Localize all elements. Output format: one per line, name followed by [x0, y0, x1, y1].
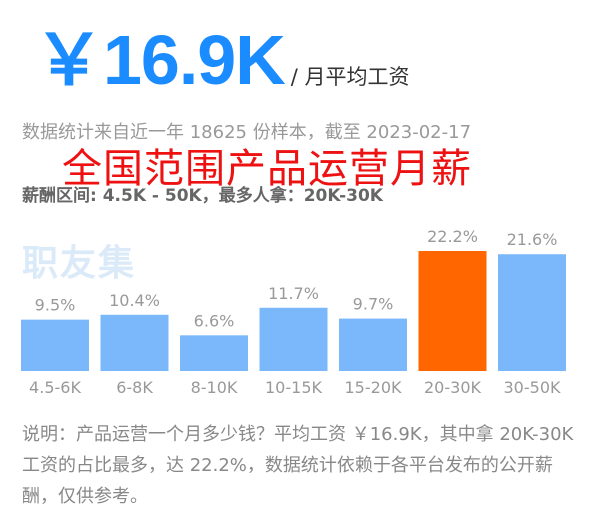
description-text: 说明：产品运营一个月多少钱？平均工资 ￥16.9K，其中拿 20K-30K 工资…	[22, 424, 574, 507]
salary-range-summary: 薪酬区间: 4.5K - 50K，最多人拿：20K-30K	[22, 186, 383, 206]
bar-value-label: 21.6%	[507, 230, 558, 249]
bar-30-50K	[498, 254, 566, 371]
bar-10-15K	[259, 307, 328, 371]
salary-headline: ￥16.9K / 月平均工资	[34, 20, 410, 100]
category-label: 30-50K	[504, 378, 561, 397]
bar-value-label: 6.6%	[194, 311, 235, 330]
bar-4.5-6K	[21, 319, 89, 371]
data-source-note: 数据统计来自近一年 18625 份样本，截至 2023-02-17	[22, 122, 472, 143]
bar-value-label: 22.2%	[427, 227, 478, 246]
bar-value-label: 9.5%	[35, 296, 76, 315]
category-label: 15-20K	[345, 378, 402, 397]
bar-20-30K	[418, 251, 487, 371]
overlay-title: 全国范围产品运营月薪	[62, 146, 472, 192]
bar-value-label: 9.7%	[353, 295, 394, 314]
bar-8-10K	[180, 335, 248, 371]
average-salary-value: ￥16.9K	[34, 21, 286, 99]
category-label: 4.5-6K	[29, 378, 81, 397]
salary-distribution-chart: 9.5% 4.5-6K 10.4% 6-8K 6.6% 8-10K 11.7% 10-15K 9…	[21, 227, 566, 397]
brand-watermark-logo: 职友集	[22, 243, 137, 284]
bar-6-8K	[100, 314, 169, 371]
category-label: 8-10K	[191, 378, 238, 397]
category-label: 6-8K	[116, 378, 153, 397]
bar-value-label: 10.4%	[109, 291, 160, 310]
salary-unit-label: / 月平均工资	[290, 65, 410, 89]
category-label: 10-15K	[265, 378, 322, 397]
category-label: 20-30K	[424, 378, 481, 397]
bar-value-label: 11.7%	[268, 284, 319, 303]
bar-15-20K	[339, 318, 407, 371]
